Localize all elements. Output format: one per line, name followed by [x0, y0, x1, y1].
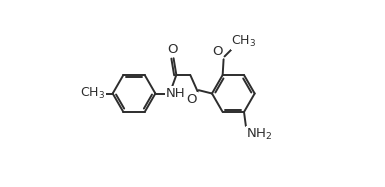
Text: NH: NH — [166, 87, 186, 100]
Text: O: O — [187, 93, 197, 106]
Text: CH$_3$: CH$_3$ — [231, 34, 256, 49]
Text: CH$_3$: CH$_3$ — [80, 86, 105, 101]
Text: NH$_2$: NH$_2$ — [246, 127, 273, 142]
Text: O: O — [212, 45, 223, 58]
Text: O: O — [167, 43, 178, 56]
